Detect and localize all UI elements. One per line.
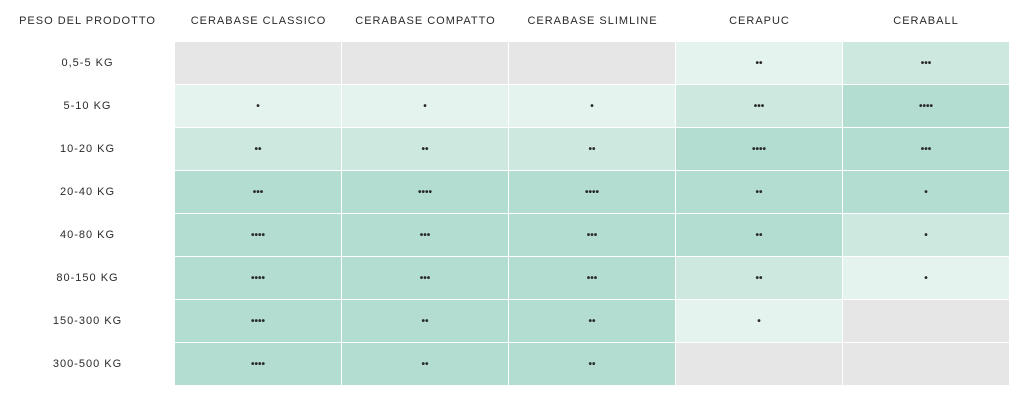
row-label: 5-10 KG — [63, 100, 112, 112]
table-cell: •• — [676, 171, 842, 213]
table-cell: ••• — [843, 42, 1009, 84]
header-ceraball: CERABALL — [893, 15, 959, 27]
table-header-row: PESO DEL PRODOTTO CERABASE CLASSICO CERA… — [0, 0, 1024, 42]
table-cell: •••• — [175, 214, 341, 256]
table-cell: •••• — [676, 128, 842, 170]
row-label: 20-40 KG — [59, 186, 116, 198]
table-cell — [843, 300, 1009, 342]
header-cerapuc: CERAPUC — [729, 15, 790, 27]
table-cell: ••• — [843, 128, 1009, 170]
table-cell: •••• — [509, 171, 675, 213]
table-cell: •• — [175, 128, 341, 170]
table-row: 0,5-5 KG •• ••• — [0, 42, 1024, 85]
row-label: 40-80 KG — [59, 229, 116, 241]
table-cell — [175, 42, 341, 84]
table-cell: ••• — [175, 171, 341, 213]
table-row: 40-80 KG •••• ••• ••• •• • — [0, 214, 1024, 257]
header-weight: PESO DEL PRODOTTO — [19, 15, 156, 27]
table-row: 10-20 KG •• •• •• •••• ••• — [0, 128, 1024, 171]
table-cell: • — [843, 171, 1009, 213]
table-cell: •••• — [342, 171, 508, 213]
table-cell: •• — [509, 343, 675, 385]
table-cell: ••• — [676, 85, 842, 127]
table-cell — [509, 42, 675, 84]
table-row: 5-10 KG • • • ••• •••• — [0, 85, 1024, 128]
table-cell: ••• — [509, 257, 675, 299]
table-cell: •• — [342, 300, 508, 342]
table-cell: • — [175, 85, 341, 127]
table-row: 300-500 KG •••• •• •• — [0, 343, 1024, 386]
table-cell: • — [676, 300, 842, 342]
table-cell: •• — [676, 257, 842, 299]
table-cell: •••• — [175, 257, 341, 299]
table-cell: • — [509, 85, 675, 127]
header-cerabase-classico: CERABASE CLASSICO — [190, 15, 327, 27]
table-cell: •••• — [175, 343, 341, 385]
row-label: 300-500 KG — [52, 358, 123, 370]
table-cell — [676, 343, 842, 385]
table-cell: ••• — [342, 214, 508, 256]
table-cell: • — [342, 85, 508, 127]
table-cell: ••• — [509, 214, 675, 256]
table-row: 150-300 KG •••• •• •• • — [0, 300, 1024, 343]
table-cell: •• — [342, 128, 508, 170]
table-row: 20-40 KG ••• •••• •••• •• • — [0, 171, 1024, 214]
table-cell: •• — [342, 343, 508, 385]
table-cell: •••• — [843, 85, 1009, 127]
table-cell: • — [843, 257, 1009, 299]
table-cell: ••• — [342, 257, 508, 299]
table-cell — [843, 343, 1009, 385]
row-label: 0,5-5 KG — [61, 57, 114, 69]
table-cell: •• — [509, 128, 675, 170]
table-cell: •• — [676, 214, 842, 256]
row-label: 150-300 KG — [52, 315, 123, 327]
row-label: 80-150 KG — [56, 272, 119, 284]
table-cell: •• — [509, 300, 675, 342]
table-cell: •••• — [175, 300, 341, 342]
table-row: 80-150 KG •••• ••• ••• •• • — [0, 257, 1024, 300]
header-cerabase-slimline: CERABASE SLIMLINE — [527, 15, 658, 27]
table-cell — [342, 42, 508, 84]
table-cell: • — [843, 214, 1009, 256]
table-cell: •• — [676, 42, 842, 84]
row-label: 10-20 KG — [59, 143, 116, 155]
header-cerabase-compatto: CERABASE COMPATTO — [355, 15, 496, 27]
